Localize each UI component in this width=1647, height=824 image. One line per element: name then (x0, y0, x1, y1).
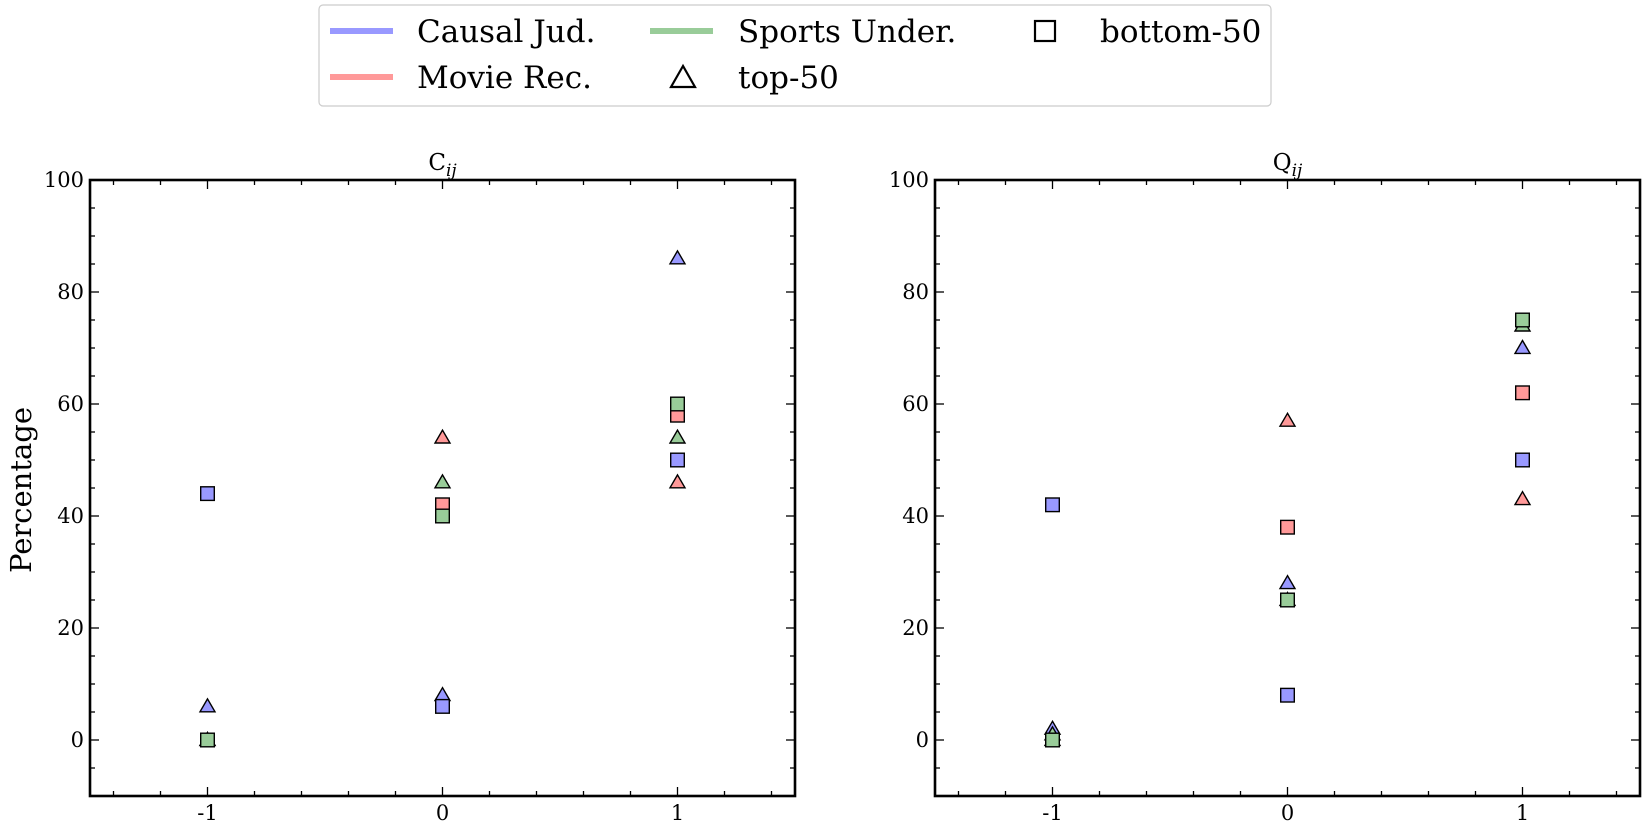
y-tick-label: 100 (889, 168, 929, 192)
y-tick-label: 60 (57, 392, 84, 416)
legend: Causal Jud. Movie Rec. Sports Under. top-50… (318, 4, 1272, 107)
legend-item-bottom-50: bottom-50 (1033, 14, 1261, 50)
point-sports-under-bottom-50 (1279, 592, 1295, 608)
point-movie-rec-bottom-50 (1514, 385, 1530, 401)
x-tick-label: 0 (436, 801, 449, 824)
point-causal-jud-bottom-50 (435, 698, 451, 714)
data-points (198, 249, 687, 748)
plot-frame (933, 178, 1642, 798)
point-movie-rec-top-50 (668, 473, 687, 489)
point-sports-under-bottom-50 (670, 396, 686, 412)
legend-frame (318, 4, 1272, 107)
point-causal-jud-top-50 (433, 686, 452, 702)
point-causal-jud-top-50 (1513, 339, 1532, 355)
y-axis-label: Percentage (4, 407, 38, 573)
y-tick-label: 20 (902, 616, 929, 640)
y-tick-label: 80 (57, 280, 84, 304)
legend-triangle-marker (669, 63, 697, 89)
y-tick-label: 0 (71, 728, 84, 752)
y-tick-label: 40 (902, 504, 929, 528)
legend-item-causal-jud: Causal Jud. (330, 14, 595, 50)
x-tick-label: 0 (1281, 801, 1294, 824)
legend-item-top-50: top-50 (669, 60, 839, 96)
x-tick-label: -1 (1042, 801, 1062, 824)
y-tick-label: 20 (57, 616, 84, 640)
point-causal-jud-bottom-50 (199, 486, 215, 502)
x-tick-label: 1 (1516, 801, 1529, 824)
point-movie-rec-top-50 (1513, 490, 1532, 506)
panel-q: Qij 0 20 40 60 80 100 -1 0 1 (889, 150, 1642, 824)
panel-title-subscript: ij (1292, 161, 1303, 181)
legend-item-sports-under: Sports Under. (650, 14, 956, 50)
legend-label-bottom-50: bottom-50 (1100, 14, 1261, 50)
panel-title: Cij (428, 150, 457, 181)
point-causal-jud-bottom-50 (1044, 497, 1060, 513)
plot-frame (88, 178, 797, 798)
data-points (1043, 312, 1532, 748)
x-tick-label: -1 (197, 801, 217, 824)
point-sports-under-top-50 (433, 473, 452, 489)
point-causal-jud-bottom-50 (670, 452, 686, 468)
y-tick-label: 60 (902, 392, 929, 416)
point-sports-under-bottom-50 (435, 508, 451, 524)
point-sports-under-bottom-50 (1044, 732, 1060, 748)
axis-ticks (935, 179, 1640, 797)
point-causal-jud-top-50 (668, 249, 687, 265)
point-movie-rec-top-50 (1278, 411, 1297, 427)
panel-title: Qij (1273, 150, 1303, 181)
legend-label-causal-jud: Causal Jud. (417, 14, 595, 50)
legend-item-movie-rec: Movie Rec. (330, 60, 592, 96)
point-causal-jud-top-50 (198, 697, 217, 713)
point-sports-under-bottom-50 (1514, 312, 1530, 328)
point-causal-jud-top-50 (1278, 574, 1297, 590)
legend-label-sports-under: Sports Under. (738, 14, 956, 50)
y-tick-label: 100 (44, 168, 84, 192)
panel-title-main: C (428, 150, 446, 176)
x-tick-label: 1 (671, 801, 684, 824)
panel-c: Cij 0 20 40 60 80 100 -1 0 1 (44, 150, 797, 824)
y-tick-label: 80 (902, 280, 929, 304)
point-sports-under-bottom-50 (199, 732, 215, 748)
point-sports-under-top-50 (668, 428, 687, 444)
panel-title-subscript: ij (446, 161, 457, 181)
y-tick-label: 40 (57, 504, 84, 528)
point-causal-jud-bottom-50 (1279, 687, 1295, 703)
panel-title-main: Q (1273, 150, 1292, 176)
point-movie-rec-top-50 (433, 428, 452, 444)
legend-label-movie-rec: Movie Rec. (417, 60, 592, 96)
point-movie-rec-bottom-50 (1279, 519, 1295, 535)
legend-square-marker (1033, 19, 1057, 43)
legend-label-top-50: top-50 (738, 60, 839, 96)
axis-ticks (90, 179, 795, 797)
point-causal-jud-bottom-50 (1514, 452, 1530, 468)
y-tick-label: 0 (916, 728, 929, 752)
